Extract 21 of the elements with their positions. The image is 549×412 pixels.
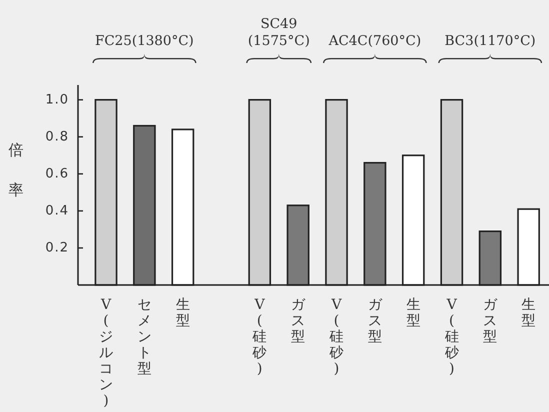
x-tick-label: 生型 — [522, 297, 536, 329]
text: 倍率 — [8, 141, 24, 199]
x-tick-label: ガス型 — [291, 297, 306, 345]
x-tick-label: V(硅砂) — [328, 297, 344, 377]
text: AC4C(760°C) — [328, 33, 422, 49]
x-tick-label: ガス型 — [368, 297, 383, 345]
x-tick-label: 生型 — [406, 297, 420, 329]
y-tick-label: 0.8 — [45, 129, 69, 144]
x-tick-label: V(ジルコン) — [99, 297, 113, 409]
y-tick-label: 0.6 — [45, 166, 69, 182]
x-tick-label: ガス型 — [483, 297, 498, 345]
text: FC25(1380°C) — [94, 33, 194, 49]
text: BC3(1170°C) — [444, 33, 536, 49]
x-tick-label: V(硅砂) — [252, 297, 267, 377]
x-tick-label: V(硅砂) — [444, 297, 459, 377]
text: SC49 (1575°C) — [248, 16, 310, 49]
y-tick-label: 1.0 — [45, 92, 69, 108]
x-tick-label: セメント型 — [137, 297, 152, 377]
y-tick-label: 0.2 — [45, 240, 69, 256]
x-tick-label: 生型 — [176, 297, 190, 329]
y-tick-label: 0.4 — [45, 203, 69, 218]
